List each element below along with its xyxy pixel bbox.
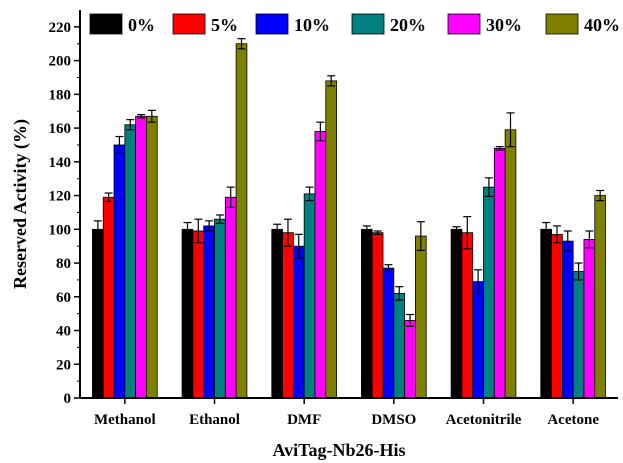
bar-dmf-20 [303,193,316,399]
bar-dmso-10 [382,267,395,399]
bar-methanol-0 [92,228,104,399]
legend-swatch-5 [172,13,206,35]
bar-dmf-30 [314,131,327,399]
bar-ethanol-0 [181,228,194,399]
bar-acetone-10 [561,240,574,399]
x-axis-title: AviTag-Nb26-His [272,440,405,460]
y-tick-label: 160 [49,121,72,137]
bar-dmf-5 [282,232,294,399]
legend-swatch-40 [545,13,579,35]
legend-label-20: 20% [390,15,426,35]
bar-dmf-10 [292,245,305,399]
bar-acetone-20 [572,271,585,399]
x-tick-label-ethanol: Ethanol [189,412,240,428]
legend-label-5: 5% [211,15,238,35]
x-ticks: Methanol Ethanol DMF DMSO Acetonitrile Aceton… [94,398,599,428]
bar-acetone-0 [540,228,552,399]
bar-acetonitrile-20 [483,186,495,399]
y-tick-label: 180 [49,87,72,103]
bar-dmso-5 [371,232,384,399]
bars [92,43,606,399]
bar-dmso-30 [404,319,416,399]
y-tick-label: 20 [56,357,71,373]
bar-acetonitrile-30 [493,147,506,399]
legend-label-30: 30% [486,15,522,35]
bar-dmso-40 [415,235,427,399]
legend: 0% 5% 10% 20% 30% 40% [89,13,620,35]
x-tick-label-acetone: Acetone [547,412,599,428]
bar-dmso-20 [393,293,406,399]
legend-swatch-10 [255,13,289,35]
bar-methanol-5 [102,196,115,399]
y-tick-label: 60 [56,290,71,306]
y-tick-label: 40 [56,324,71,340]
bar-dmf-0 [271,228,283,399]
legend-label-40: 40% [584,15,620,35]
y-axis-title: Reserved Activity (%) [10,119,31,289]
legend-label-10: 10% [294,15,330,35]
bar-ethanol-5 [192,230,205,399]
error-bars [93,38,605,327]
x-tick-label-methanol: Methanol [94,412,156,428]
y-tick-label: 200 [49,54,72,70]
bar-acetone-5 [551,233,563,399]
legend-swatch-30 [447,13,481,35]
y-tick-label: 120 [49,189,72,205]
bar-acetonitrile-10 [472,281,484,399]
legend-swatch-0 [89,13,123,35]
x-tick-label-dmso: DMSO [371,412,416,428]
y-tick-label: 100 [49,222,72,238]
legend-label-0: 0% [128,15,155,35]
y-ticks: 0 20 40 60 80 100 120 140 160 180 200 220 [49,20,80,407]
x-tick-label-acetonitrile: Acetonitrile [446,412,522,428]
bar-dmso-0 [361,228,373,399]
bar-acetonitrile-5 [461,232,474,399]
bar-methanol-30 [135,115,147,399]
bar-acetone-40 [594,195,606,399]
bar-ethanol-10 [203,225,215,399]
y-tick-label: 80 [56,256,71,272]
bar-acetonitrile-40 [504,129,517,399]
x-tick-label-dmf: DMF [287,412,321,428]
bar-methanol-20 [124,124,137,399]
y-tick-label: 140 [49,155,72,171]
bar-methanol-40 [146,115,158,399]
bar-acetone-30 [583,239,596,399]
bar-dmf-40 [325,80,337,399]
bar-methanol-10 [113,144,126,399]
bar-acetonitrile-0 [450,228,463,399]
y-tick-label: 220 [49,20,72,36]
y-tick-label: 0 [64,391,72,407]
bar-ethanol-40 [235,43,248,399]
bar-ethanol-20 [214,218,226,399]
legend-swatch-20 [351,13,385,35]
bar-ethanol-30 [224,196,237,399]
